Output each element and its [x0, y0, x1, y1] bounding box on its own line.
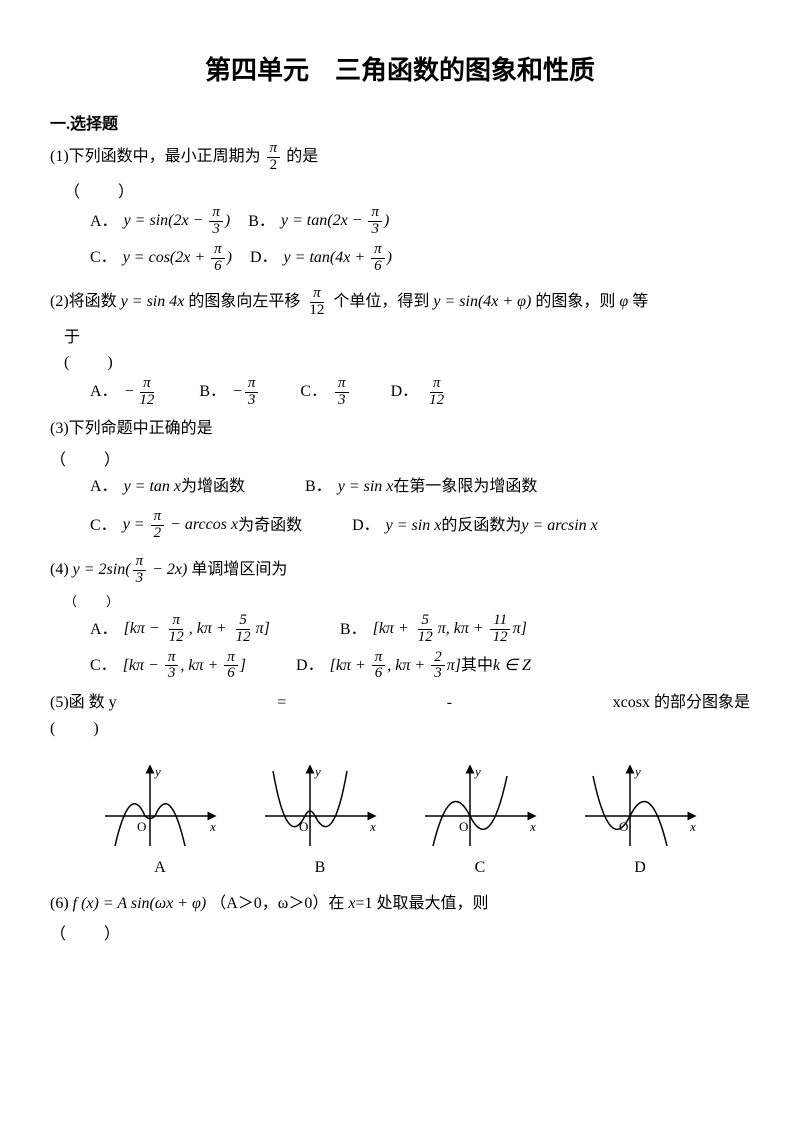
- graph-b-svg: y x O: [255, 761, 385, 851]
- opt-math: y = sin(2x − π3): [124, 205, 231, 238]
- q2-text: (2)将函数: [50, 293, 121, 310]
- graph-a: y x O A: [95, 761, 225, 881]
- q2-text: 个单位，得到: [333, 293, 433, 310]
- q5-graphs: y x O A y x O B y x O C: [80, 761, 720, 881]
- svg-text:x: x: [209, 819, 216, 834]
- q2-opt-c: C．π3: [300, 376, 350, 409]
- q1-stem-suf: 的是: [286, 148, 318, 165]
- opt-math: y = cos(2x + π6): [123, 242, 232, 275]
- q4-text: 单调增区间为: [191, 561, 287, 578]
- q5-text: -: [447, 690, 452, 716]
- q3-opt-d: D．y = sin x 的反函数为 y = arcsin x: [352, 513, 598, 539]
- q3-options-row2: C．y = π2 − arccos x 为奇函数 D．y = sin x 的反函…: [90, 509, 750, 546]
- q2-text: 的图象向左平移: [188, 293, 300, 310]
- frac-pi-12: π12: [306, 286, 327, 319]
- graph-d: y x O D: [575, 761, 705, 881]
- question-2: (2)将函数 y = sin 4x 的图象向左平移 π12 个单位，得到 y =…: [50, 286, 750, 319]
- q4-options-row1: A． [kπ − π12, kπ + 512π] B． [kπ + 512π, …: [90, 613, 750, 650]
- opt-label: C．: [90, 245, 117, 271]
- q2-text2: 于: [64, 325, 750, 351]
- q1-paren: （ ）: [64, 180, 750, 206]
- q4-opt-b: B． [kπ + 512π, kπ + 1112π]: [340, 613, 527, 646]
- svg-text:O: O: [299, 819, 308, 834]
- question-3: (3)下列命题中正确的是: [50, 416, 750, 442]
- q1-stem-pre: (1)下列函数中，最小正周期为: [50, 148, 261, 165]
- svg-text:O: O: [459, 819, 468, 834]
- question-5: (5)函 数 y = - xcosx 的部分图象是: [50, 690, 750, 716]
- svg-text:x: x: [529, 819, 536, 834]
- opt-math: y = tan(2x − π3): [281, 205, 389, 238]
- q6-text: (6): [50, 895, 73, 912]
- frac-pi-2: π 2: [267, 141, 281, 174]
- q2-text: 的图象，则: [535, 293, 615, 310]
- graph-b-label: B: [315, 855, 326, 881]
- q1-opt-c: C． y = cos(2x + π6): [90, 242, 232, 275]
- graph-a-svg: y x O: [95, 761, 225, 851]
- q2-paren: ( ): [64, 350, 750, 376]
- svg-text:y: y: [473, 764, 481, 779]
- q2-math: φ: [619, 293, 628, 310]
- q1-options-row2: C． y = cos(2x + π6) D． y = tan(4x + π6): [90, 242, 750, 279]
- q4-opt-a: A． [kπ − π12, kπ + 512π]: [90, 613, 270, 646]
- q4-text: (4): [50, 561, 73, 578]
- svg-text:y: y: [633, 764, 641, 779]
- graph-c: y x O C: [415, 761, 545, 881]
- svg-text:O: O: [137, 819, 146, 834]
- question-1: (1)下列函数中，最小正周期为 π 2 的是: [50, 141, 750, 174]
- q6-text: =1 处取最大值，则: [355, 895, 488, 912]
- q4-opt-d: D． [kπ + π6, kπ + 23π]其中k ∈ Z: [296, 650, 531, 683]
- q2-opt-d: D．π12: [391, 376, 450, 409]
- q3-opt-c: C．y = π2 − arccos x 为奇函数: [90, 509, 302, 542]
- q4-math: y = 2sin(π3 − 2x): [73, 561, 192, 578]
- q6-paren: （ ）: [50, 922, 750, 948]
- opt-math: y = tan(4x + π6): [284, 242, 392, 275]
- q2-math: y = sin(4x + φ): [433, 293, 531, 310]
- graph-c-label: C: [475, 855, 486, 881]
- q2-options: A．−π12 B．−π3 C．π3 D．π12: [90, 376, 750, 413]
- opt-label: A．: [90, 209, 118, 235]
- q5-paren: ( ): [50, 716, 750, 742]
- graph-d-label: D: [634, 855, 646, 881]
- q1-opt-d: D． y = tan(4x + π6): [250, 242, 392, 275]
- question-4: (4) y = 2sin(π3 − 2x) 单调增区间为: [50, 554, 750, 587]
- q5-text: =: [277, 690, 286, 716]
- graph-a-label: A: [154, 855, 166, 881]
- section-heading: 一.选择题: [50, 112, 750, 138]
- graph-c-svg: y x O: [415, 761, 545, 851]
- q4-paren: （ ）: [64, 592, 750, 613]
- question-6: (6) f (x) = A sin(ωx + φ) （A＞0，ω＞0）在 x=1…: [50, 891, 750, 917]
- q2-math: y = sin 4x: [121, 293, 185, 310]
- svg-text:x: x: [369, 819, 376, 834]
- q6-text: （A＞0，ω＞0）在: [210, 895, 348, 912]
- q3-options-row1: A．y = tan x 为增函数 B．y = sin x 在第一象限为增函数: [90, 474, 750, 504]
- q6-math: f (x) = A sin(ωx + φ): [73, 895, 207, 912]
- q2-opt-b: B．−π3: [199, 376, 260, 409]
- q3-opt-a: A．y = tan x 为增函数: [90, 474, 245, 500]
- frac-num: π: [267, 141, 281, 158]
- graph-b: y x O B: [255, 761, 385, 881]
- svg-text:y: y: [313, 764, 321, 779]
- q3-opt-b: B．y = sin x 在第一象限为增函数: [305, 474, 537, 500]
- q4-options-row2: C． [kπ − π3, kπ + π6] D． [kπ + π6, kπ + …: [90, 650, 750, 687]
- opt-label: D．: [250, 245, 278, 271]
- q5-text: xcosx 的部分图象是: [613, 690, 750, 716]
- svg-text:x: x: [689, 819, 696, 834]
- q5-text: (5)函 数 y: [50, 690, 117, 716]
- q4-opt-c: C． [kπ − π3, kπ + π6]: [90, 650, 246, 683]
- q1-opt-b: B． y = tan(2x − π3): [248, 205, 389, 238]
- opt-label: B．: [248, 209, 275, 235]
- graph-d-svg: y x O: [575, 761, 705, 851]
- svg-text:y: y: [153, 764, 161, 779]
- q3-paren: （ ）: [50, 448, 750, 474]
- q2-text: 等: [632, 293, 648, 310]
- q1-opt-a: A． y = sin(2x − π3): [90, 205, 230, 238]
- page-title: 第四单元 三角函数的图象和性质: [50, 50, 750, 92]
- q2-opt-a: A．−π12: [90, 376, 159, 409]
- frac-den: 2: [267, 158, 281, 174]
- q1-options-row1: A． y = sin(2x − π3) B． y = tan(2x − π3): [90, 205, 750, 242]
- svg-text:O: O: [619, 819, 628, 834]
